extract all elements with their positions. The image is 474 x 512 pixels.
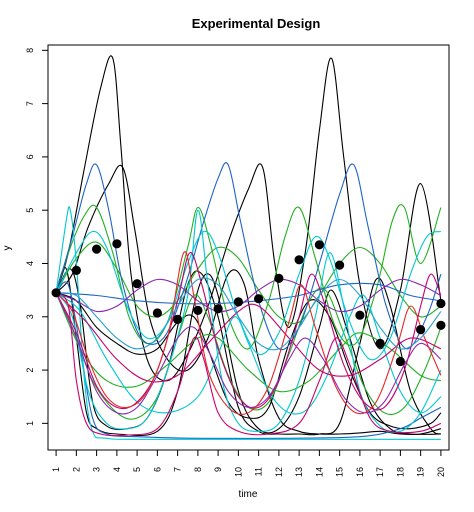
series-line-17 — [55, 292, 442, 437]
x-tick-label-7: 7 — [173, 467, 183, 472]
design-point-19 — [416, 325, 426, 335]
series-line-15 — [55, 209, 442, 433]
design-point-5 — [132, 279, 142, 289]
design-point-4 — [112, 239, 122, 249]
x-tick-label-2: 2 — [71, 467, 81, 472]
series-line-7 — [55, 241, 442, 325]
x-tick-label-4: 4 — [112, 467, 122, 472]
series-line-2 — [55, 164, 442, 436]
design-point-6 — [152, 308, 162, 318]
x-axis: 1 2 3 4 5 6 7 8 9 10 11 12 13 14 15 16 17 18 19 20 — [51, 450, 446, 477]
y-tick-label-7: 7 — [25, 101, 35, 106]
design-point-15 — [335, 260, 345, 270]
x-axis-label: time — [239, 489, 258, 500]
x-tick-label-9: 9 — [213, 467, 223, 472]
y-tick-label-2: 2 — [25, 368, 35, 373]
y-tick-label-3: 3 — [25, 314, 35, 319]
design-point-17 — [375, 338, 385, 348]
x-tick-label-16: 16 — [355, 467, 365, 477]
design-point-1 — [51, 288, 61, 298]
design-point-11 — [254, 294, 264, 304]
design-point-9 — [213, 304, 223, 314]
design-point-8 — [193, 305, 203, 315]
x-tick-label-18: 18 — [395, 467, 405, 477]
design-point-18 — [395, 356, 405, 367]
series-line-10 — [55, 162, 442, 351]
x-tick-label-3: 3 — [92, 467, 102, 472]
design-point-10 — [233, 297, 243, 307]
x-tick-label-19: 19 — [416, 467, 426, 477]
series-line-22 — [55, 251, 442, 416]
x-tick-label-20: 20 — [436, 467, 446, 477]
design-point-3 — [92, 244, 102, 254]
x-tick-label-1: 1 — [51, 467, 61, 472]
series-line-12 — [55, 281, 442, 439]
series-line-23 — [56, 277, 442, 351]
x-tick-label-13: 13 — [294, 467, 304, 477]
x-tick-label-6: 6 — [152, 467, 162, 472]
y-tick-label-8: 8 — [25, 48, 35, 53]
x-tick-label-12: 12 — [274, 467, 284, 477]
design-points — [51, 239, 446, 367]
design-point-7 — [173, 314, 183, 324]
x-tick-label-8: 8 — [193, 467, 203, 472]
y-axis-label: y — [2, 246, 13, 251]
y-tick-label-5: 5 — [25, 208, 35, 213]
design-point-21 — [436, 298, 446, 309]
x-tick-label-14: 14 — [314, 467, 324, 477]
x-tick-label-11: 11 — [254, 467, 264, 476]
design-point-12 — [274, 273, 284, 283]
x-tick-label-17: 17 — [375, 467, 385, 477]
design-point-20 — [436, 320, 446, 330]
design-point-13 — [294, 255, 304, 265]
x-tick-label-5: 5 — [132, 467, 142, 472]
series-line-21 — [55, 292, 442, 415]
y-tick-label-6: 6 — [25, 154, 35, 159]
series-line-6 — [55, 204, 442, 350]
series-line-16 — [55, 292, 442, 415]
design-point-16 — [355, 310, 365, 320]
design-point-14 — [314, 240, 324, 250]
series-line-13 — [55, 206, 441, 440]
series-curves — [55, 55, 442, 440]
x-tick-label-10: 10 — [233, 467, 243, 477]
chart-title: Experimental Design — [192, 16, 321, 31]
plot-frame — [47, 44, 450, 451]
y-tick-label-4: 4 — [25, 261, 35, 266]
y-axis: 1 2 3 4 5 6 7 8 — [25, 48, 48, 426]
y-tick-label-1: 1 — [25, 421, 35, 426]
series-line-14 — [55, 230, 442, 361]
series-line-19 — [55, 292, 442, 383]
x-tick-label-15: 15 — [335, 467, 345, 477]
design-point-2 — [71, 265, 81, 275]
series-line-3 — [55, 268, 442, 436]
series-line-20 — [55, 278, 442, 313]
